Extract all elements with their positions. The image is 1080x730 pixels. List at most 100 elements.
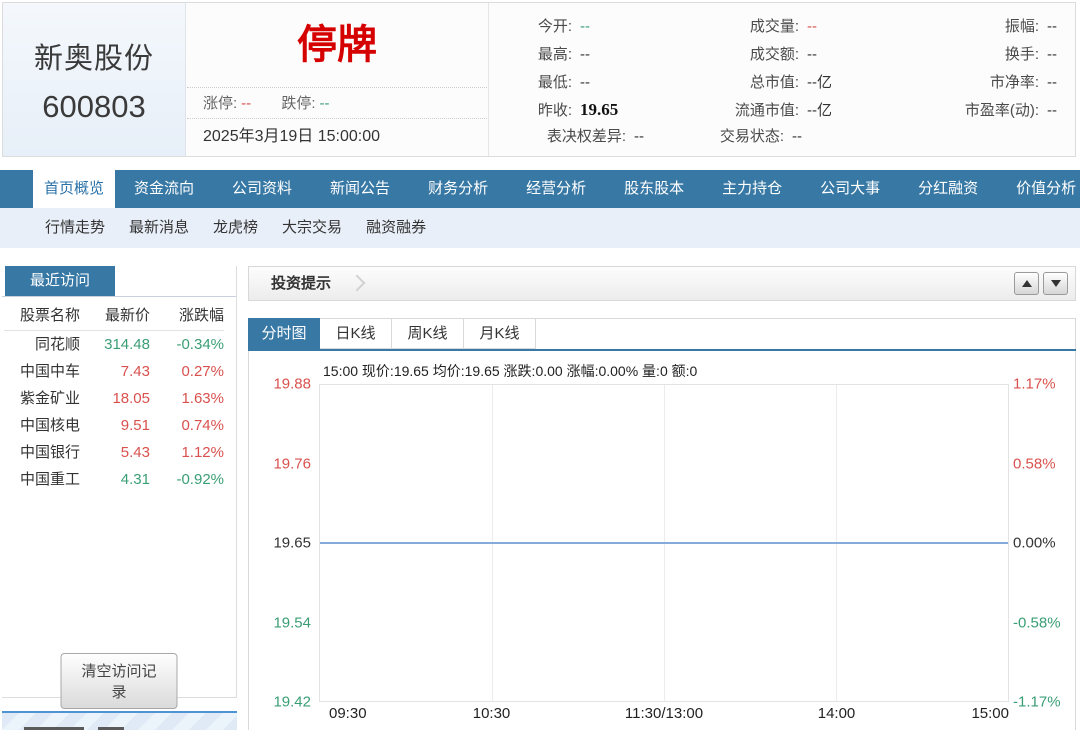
limit-down-value: -- — [319, 95, 330, 112]
chart-tab-分时图[interactable]: 分时图 — [248, 318, 320, 349]
quote-label: 换手: — [1004, 45, 1039, 63]
quote-extra-row: 表决权差异: -- 交易状态: -- — [514, 123, 802, 151]
chart-tabstrip: 分时图 日K线 周K线 月K线 — [248, 318, 536, 349]
recent-col-header: 涨跌幅 — [150, 301, 224, 331]
quote-item: 成交额: -- — [679, 43, 894, 64]
recent-stock-row[interactable]: 中国银行 5.43 1.12% — [4, 439, 224, 466]
trading-status-badge: 停牌 — [297, 23, 377, 67]
time-tick: 14:00 — [817, 705, 856, 722]
recent-stock-name: 同花顺 — [34, 336, 80, 353]
percent-tick: 0.00% — [1013, 534, 1056, 552]
subnav-item-融资融券[interactable]: 融资融券 — [366, 219, 427, 236]
recent-stock-row[interactable]: 紫金矿业 18.05 1.63% — [4, 385, 224, 412]
recent-col-header: 股票名称 — [4, 301, 80, 331]
subnav-item-行情走势[interactable]: 行情走势 — [45, 219, 106, 236]
triangle-up-icon — [1021, 280, 1032, 287]
quote-value: -- — [1047, 73, 1057, 91]
nav-item-经营分析[interactable]: 经营分析 — [526, 180, 587, 197]
quote-value: -- — [1047, 17, 1057, 35]
quote-item: 表决权差异: -- — [514, 128, 644, 145]
clear-history-button[interactable]: 清空访问记录 — [60, 653, 178, 709]
nav-item-公司大事[interactable]: 公司大事 — [820, 180, 881, 197]
quote-item: 交易状态: -- — [644, 128, 802, 145]
nav-item-分红融资[interactable]: 分红融资 — [918, 180, 979, 197]
quote-value: -- — [1047, 101, 1057, 119]
recent-stock-name: 中国核电 — [19, 417, 80, 434]
quote-item: 昨收: 19.65 — [514, 99, 679, 120]
nav-item-主力持仓[interactable]: 主力持仓 — [722, 180, 783, 197]
nav-item-公司资料[interactable]: 公司资料 — [232, 180, 293, 197]
time-axis: 09:30 10:30 11:30/13:00 14:00 15:00 — [319, 705, 1009, 727]
recent-stock-change: -0.34% — [176, 336, 224, 353]
nav-item-新闻公告[interactable]: 新闻公告 — [330, 180, 391, 197]
nav-item-财务分析[interactable]: 财务分析 — [428, 180, 489, 197]
quote-label: 交易状态: — [719, 128, 784, 145]
recent-stock-price: 4.31 — [120, 471, 150, 488]
stock-header: 新奥股份 600803 停牌 涨停: -- 跌停: -- 2025年3月19日 15… — [2, 2, 1076, 157]
quote-value: -- — [580, 17, 590, 35]
quote-item: 振幅: -- — [894, 15, 1080, 36]
recent-stock-price: 5.43 — [120, 444, 150, 461]
quote-value: --亿 — [807, 101, 832, 119]
collapse-up-button[interactable] — [1014, 272, 1039, 295]
recent-visits-panel: 最近访问 股票名称 最新价 涨跌幅 同花顺 314.48 -0.34% 中国中车 7.43 0… — [2, 266, 237, 709]
quote-value: -- — [807, 45, 817, 63]
recent-stock-row[interactable]: 中国核电 9.51 0.74% — [4, 412, 224, 439]
percent-axis: 1.17% 0.58% 0.00% -0.58% -1.17% — [1013, 376, 1075, 711]
quote-label: 今开: — [537, 17, 572, 35]
chart-tab-日K线[interactable]: 日K线 — [320, 318, 392, 349]
quote-label: 市净率: — [989, 73, 1039, 91]
tab-recent-visits[interactable]: 最近访问 — [5, 266, 116, 296]
quote-value: -- — [634, 128, 644, 145]
price-axis: 19.88 19.76 19.65 19.54 19.42 — [249, 376, 315, 711]
time-tick: 10:30 — [472, 705, 511, 722]
quote-item: 市盈率(动): -- — [894, 99, 1080, 120]
subnav-item-最新消息[interactable]: 最新消息 — [129, 219, 190, 236]
quote-label: 成交量: — [749, 17, 799, 35]
price-tick: 19.65 — [273, 534, 311, 552]
intraday-plot-area[interactable] — [319, 384, 1009, 702]
quote-column: 今开: -- 成交量: -- 振幅: -- 最高: -- 成交额: -- 换手: -- 最低: -- 总市值… — [488, 3, 1075, 156]
expand-down-button[interactable] — [1043, 272, 1068, 295]
nav-item-资金流向[interactable]: 资金流向 — [134, 180, 195, 197]
recent-stock-price: 9.51 — [120, 417, 150, 434]
quote-value: --亿 — [807, 73, 832, 91]
quote-grid: 今开: -- 成交量: -- 振幅: -- 最高: -- 成交额: -- 换手: -- 最低: -- 总市值… — [514, 11, 1080, 123]
intraday-chart-panel: 分时图 日K线 周K线 月K线 15:00 现价:19.65 均价:19.65 涨跌:… — [248, 318, 1076, 730]
price-line — [320, 542, 1008, 544]
stock-identity: 新奥股份 600803 — [3, 3, 186, 156]
quote-item: 今开: -- — [514, 15, 679, 36]
primary-nav: 首页概览 资金流向 公司资料 新闻公告 财务分析 经营分析 股东股本 主力持仓 公司大事 分红融资… — [0, 170, 1080, 208]
nav-item-价值分析[interactable]: 价值分析 — [1016, 180, 1077, 197]
quote-label: 流通市值: — [734, 101, 799, 119]
recent-col-header: 最新价 — [80, 301, 150, 331]
quote-label: 市盈率(动): — [964, 101, 1039, 119]
nav-item-首页概览[interactable]: 首页概览 — [33, 170, 116, 208]
quote-item: 总市值: --亿 — [679, 71, 894, 92]
price-tick: 19.54 — [273, 614, 311, 631]
clipped-bottom-panel — [2, 711, 237, 730]
recent-stock-name: 紫金矿业 — [19, 390, 80, 407]
recent-stock-change: 0.27% — [181, 363, 224, 380]
chart-tab-月K线[interactable]: 月K线 — [464, 318, 536, 349]
tabstrip-underline — [248, 349, 1076, 351]
recent-stock-row[interactable]: 中国重工 4.31 -0.92% — [4, 466, 224, 493]
time-tick: 15:00 — [971, 705, 1009, 722]
triangle-down-icon — [1050, 280, 1061, 287]
chart-tab-周K线[interactable]: 周K线 — [392, 318, 464, 349]
recent-stock-row[interactable]: 中国中车 7.43 0.27% — [4, 358, 224, 385]
recent-stock-price: 314.48 — [104, 336, 150, 353]
quote-label: 表决权差异: — [546, 128, 626, 145]
recent-stock-name: 中国银行 — [19, 444, 80, 461]
quote-item: 最高: -- — [514, 43, 679, 64]
recent-visits-table: 股票名称 最新价 涨跌幅 同花顺 314.48 -0.34% 中国中车 7.43 0.27% 紫… — [4, 301, 224, 493]
recent-stock-row[interactable]: 同花顺 314.48 -0.34% — [4, 331, 224, 359]
subnav-item-大宗交易[interactable]: 大宗交易 — [282, 219, 343, 236]
quote-label: 振幅: — [1004, 17, 1039, 35]
nav-item-股东股本[interactable]: 股东股本 — [624, 180, 685, 197]
quote-item: 市净率: -- — [894, 71, 1080, 92]
percent-tick: -1.17% — [1013, 693, 1061, 711]
price-tick: 19.76 — [273, 455, 311, 472]
subnav-item-龙虎榜[interactable]: 龙虎榜 — [213, 219, 259, 236]
panel-title: 投资提示 — [271, 275, 332, 292]
